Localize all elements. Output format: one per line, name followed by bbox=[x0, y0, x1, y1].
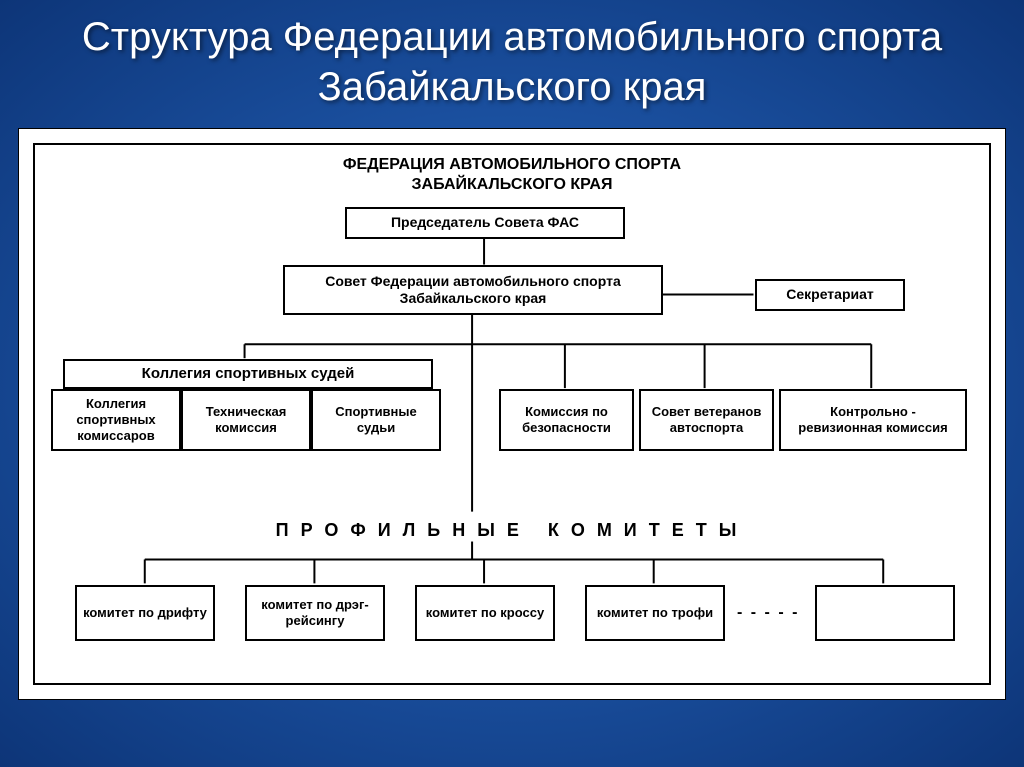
node-commissars-label: Коллегия спортивных комиссаров bbox=[59, 396, 173, 445]
chart-header-line1: ФЕДЕРАЦИЯ АВТОМОБИЛЬНОГО СПОРТА bbox=[35, 155, 989, 175]
node-council-label: Совет Федерации автомобильного спорта За… bbox=[291, 273, 655, 308]
node-council: Совет Федерации автомобильного спорта За… bbox=[283, 265, 663, 315]
node-veterans-label: Совет ветеранов автоспорта bbox=[647, 404, 766, 437]
chart-header-line2: ЗАБАЙКАЛЬСКОГО КРАЯ bbox=[35, 175, 989, 195]
node-tech-label: Техническая комиссия bbox=[189, 404, 303, 437]
node-committee3-label: комитет по кроссу bbox=[426, 605, 544, 621]
org-chart-frame: ФЕДЕРАЦИЯ АВТОМОБИЛЬНОГО СПОРТА ЗАБАЙКАЛ… bbox=[33, 143, 991, 685]
node-committee5 bbox=[815, 585, 955, 641]
node-safety: Комиссия по безопасности bbox=[499, 389, 634, 451]
node-secretariat: Секретариат bbox=[755, 279, 905, 311]
node-veterans: Совет ветеранов автоспорта bbox=[639, 389, 774, 451]
chart-header: ФЕДЕРАЦИЯ АВТОМОБИЛЬНОГО СПОРТА ЗАБАЙКАЛ… bbox=[35, 155, 989, 195]
node-chairman-label: Председатель Совета ФАС bbox=[391, 214, 579, 232]
org-chart-container: ФЕДЕРАЦИЯ АВТОМОБИЛЬНОГО СПОРТА ЗАБАЙКАЛ… bbox=[18, 128, 1006, 700]
node-audit: Контрольно - ревизионная комиссия bbox=[779, 389, 967, 451]
node-chairman: Председатель Совета ФАС bbox=[345, 207, 625, 239]
node-committee3: комитет по кроссу bbox=[415, 585, 555, 641]
node-secretariat-label: Секретариат bbox=[786, 286, 874, 304]
node-judges-header: Коллегия спортивных судей bbox=[63, 359, 433, 389]
slide-title: Структура Федерации автомобильного спорт… bbox=[0, 0, 1024, 120]
node-committee1-label: комитет по дрифту bbox=[83, 605, 207, 621]
node-committee4-label: комитет по трофи bbox=[597, 605, 713, 621]
node-committee2-label: комитет по дрэг-рейсингу bbox=[253, 597, 377, 630]
node-committee2: комитет по дрэг-рейсингу bbox=[245, 585, 385, 641]
node-commissars: Коллегия спортивных комиссаров bbox=[51, 389, 181, 451]
committees-label: ПРОФИЛЬНЫЕ КОМИТЕТЫ bbox=[115, 519, 909, 542]
node-audit-label: Контрольно - ревизионная комиссия bbox=[787, 404, 959, 437]
node-committee1: комитет по дрифту bbox=[75, 585, 215, 641]
node-judges: Спортивные судьи bbox=[311, 389, 441, 451]
node-safety-label: Комиссия по безопасности bbox=[507, 404, 626, 437]
ellipsis-text: - - - - - bbox=[737, 604, 799, 621]
node-judges-label: Спортивные судьи bbox=[319, 404, 433, 437]
committees-label-text: ПРОФИЛЬНЫЕ КОМИТЕТЫ bbox=[276, 520, 749, 540]
node-tech: Техническая комиссия bbox=[181, 389, 311, 451]
node-committee4: комитет по трофи bbox=[585, 585, 725, 641]
ellipsis-label: - - - - - bbox=[737, 603, 799, 623]
node-judges-header-label: Коллегия спортивных судей bbox=[142, 365, 355, 384]
